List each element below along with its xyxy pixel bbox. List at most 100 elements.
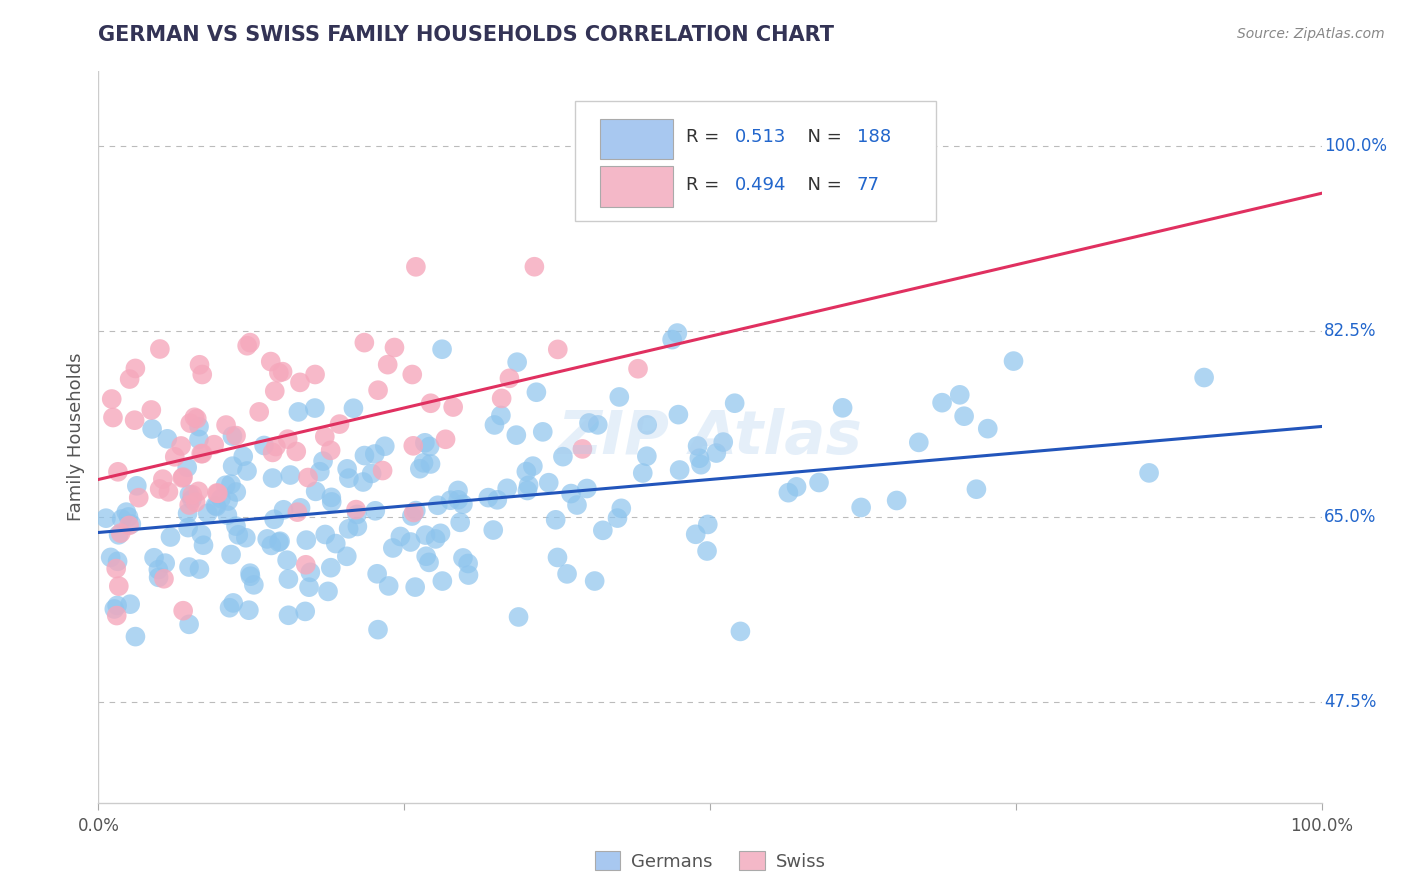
Point bbox=[172, 604, 194, 618]
Point bbox=[214, 478, 236, 492]
Point bbox=[419, 440, 441, 454]
Point bbox=[225, 428, 247, 442]
Point bbox=[232, 450, 254, 464]
Point bbox=[661, 333, 683, 347]
Bar bbox=[600, 167, 673, 207]
Point bbox=[187, 484, 209, 499]
Point bbox=[344, 502, 367, 516]
Point bbox=[711, 435, 734, 450]
Point bbox=[484, 417, 506, 432]
Point bbox=[547, 550, 569, 565]
Point bbox=[704, 446, 727, 460]
Point bbox=[247, 405, 270, 419]
Point bbox=[207, 486, 229, 500]
Point bbox=[299, 566, 322, 580]
Point bbox=[188, 433, 211, 447]
Point bbox=[496, 481, 519, 495]
Point bbox=[191, 447, 214, 461]
Point bbox=[1137, 466, 1160, 480]
Point bbox=[325, 536, 347, 550]
Point bbox=[399, 535, 422, 549]
Point bbox=[262, 445, 284, 459]
Point bbox=[808, 475, 831, 490]
Point bbox=[402, 439, 425, 453]
Point bbox=[610, 501, 633, 516]
Point bbox=[287, 505, 309, 519]
Point bbox=[179, 487, 201, 501]
Point bbox=[149, 342, 172, 356]
Point bbox=[190, 447, 212, 461]
Point bbox=[188, 358, 211, 372]
Bar bbox=[600, 119, 673, 159]
Point bbox=[498, 371, 520, 385]
Legend: Germans, Swiss: Germans, Swiss bbox=[588, 844, 832, 878]
Point bbox=[243, 578, 266, 592]
Point bbox=[197, 506, 219, 520]
Point bbox=[94, 511, 117, 525]
Point bbox=[120, 516, 142, 531]
Point bbox=[179, 416, 201, 430]
Point bbox=[426, 498, 449, 512]
Point bbox=[107, 554, 129, 568]
Point bbox=[163, 450, 186, 464]
Text: ZIP Atlas: ZIP Atlas bbox=[558, 408, 862, 467]
Point bbox=[148, 570, 170, 584]
Point bbox=[328, 417, 350, 431]
Point bbox=[124, 413, 146, 427]
Point bbox=[447, 483, 470, 498]
Text: 65.0%: 65.0% bbox=[1324, 508, 1376, 525]
Point bbox=[176, 460, 198, 475]
Point bbox=[419, 457, 441, 471]
Point bbox=[148, 563, 170, 577]
Point bbox=[267, 366, 290, 380]
Point bbox=[526, 385, 548, 400]
Point bbox=[107, 465, 129, 479]
Point bbox=[565, 498, 588, 512]
Point bbox=[405, 503, 427, 517]
Point bbox=[517, 478, 540, 492]
Point bbox=[295, 558, 318, 572]
Point bbox=[336, 462, 359, 476]
Point bbox=[277, 432, 299, 446]
Point bbox=[353, 449, 375, 463]
Point bbox=[105, 561, 128, 575]
Point bbox=[304, 368, 326, 382]
Point bbox=[953, 409, 976, 424]
Point bbox=[235, 531, 257, 545]
Point bbox=[430, 343, 453, 357]
Point bbox=[849, 500, 872, 515]
Point bbox=[583, 574, 606, 588]
Point bbox=[120, 597, 142, 611]
Point bbox=[312, 454, 335, 468]
Point bbox=[263, 512, 285, 526]
Point bbox=[177, 560, 200, 574]
Point bbox=[336, 549, 359, 564]
Point bbox=[236, 464, 259, 478]
Point bbox=[108, 579, 131, 593]
Point bbox=[222, 596, 245, 610]
Point bbox=[367, 383, 389, 397]
Point bbox=[342, 401, 364, 416]
Point bbox=[441, 400, 464, 414]
Point bbox=[100, 550, 122, 565]
Point bbox=[631, 466, 654, 480]
Point bbox=[418, 555, 440, 569]
Text: N =: N = bbox=[796, 128, 848, 146]
Point bbox=[337, 471, 360, 485]
Point bbox=[128, 491, 150, 505]
Point bbox=[401, 509, 423, 524]
Point bbox=[606, 511, 628, 525]
Point bbox=[688, 451, 710, 466]
Point bbox=[190, 527, 212, 541]
Point bbox=[290, 500, 312, 515]
Point bbox=[531, 425, 554, 439]
Point bbox=[508, 610, 530, 624]
Point bbox=[560, 486, 582, 500]
Point bbox=[551, 450, 574, 464]
Point bbox=[103, 602, 125, 616]
Point bbox=[141, 403, 163, 417]
Point bbox=[668, 463, 690, 477]
Point bbox=[239, 335, 262, 350]
Point bbox=[157, 484, 180, 499]
Point bbox=[389, 529, 412, 543]
